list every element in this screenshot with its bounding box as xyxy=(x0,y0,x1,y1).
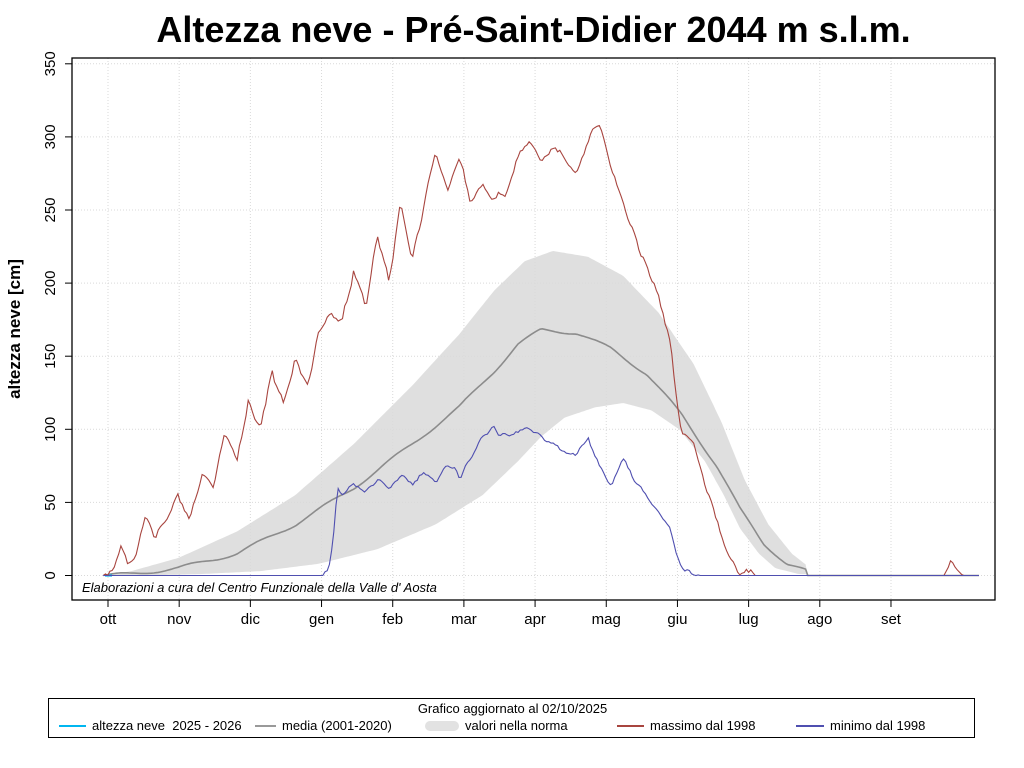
svg-text:50: 50 xyxy=(42,494,59,511)
svg-text:100: 100 xyxy=(42,417,59,442)
svg-text:ott: ott xyxy=(100,611,118,628)
svg-text:Elaborazioni a cura del Centro: Elaborazioni a cura del Centro Funzional… xyxy=(82,580,437,595)
svg-text:0: 0 xyxy=(42,571,59,579)
svg-text:mar: mar xyxy=(451,611,477,628)
svg-text:feb: feb xyxy=(382,611,403,628)
svg-text:gen: gen xyxy=(309,611,334,628)
svg-text:ago: ago xyxy=(807,611,832,628)
svg-text:150: 150 xyxy=(42,344,59,369)
svg-text:altezza neve [cm]: altezza neve [cm] xyxy=(5,259,24,399)
svg-text:set: set xyxy=(881,611,902,628)
svg-text:250: 250 xyxy=(42,197,59,222)
svg-text:200: 200 xyxy=(42,271,59,296)
svg-text:350: 350 xyxy=(42,51,59,76)
svg-text:mag: mag xyxy=(592,611,621,628)
svg-text:nov: nov xyxy=(167,611,192,628)
svg-text:apr: apr xyxy=(524,611,546,628)
svg-text:dic: dic xyxy=(241,611,261,628)
svg-text:lug: lug xyxy=(739,611,759,628)
svg-text:300: 300 xyxy=(42,124,59,149)
svg-text:giu: giu xyxy=(667,611,687,628)
